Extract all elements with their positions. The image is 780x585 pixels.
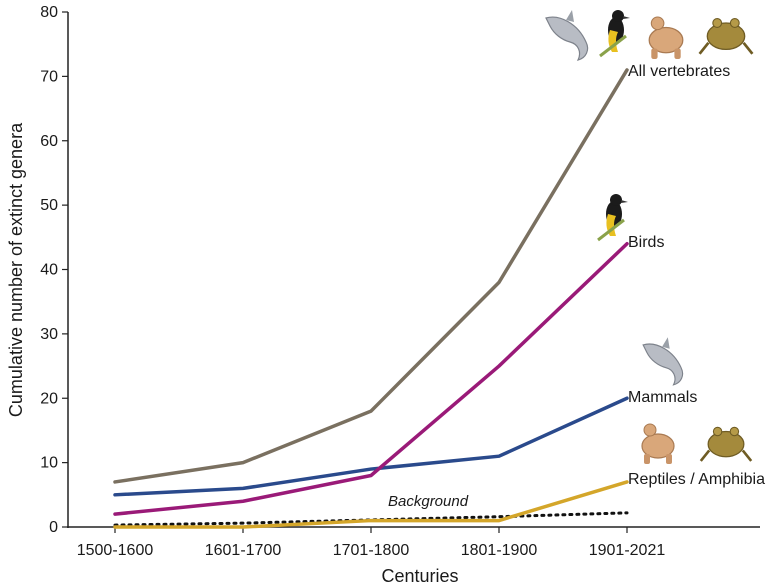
axes: 0 10 20 30 40 50 60 70 80 1500-1600 1601-1700 1701-…: [6, 4, 760, 585]
y-tick-label: 40: [40, 262, 58, 279]
plot-marks: Background All vertebrates Birds Mammals Rep…: [113, 63, 765, 529]
tortoise-leg: [674, 48, 681, 59]
frog-eye: [712, 18, 723, 28]
frog-icon: [698, 18, 754, 55]
bird-branch: [599, 34, 627, 58]
bird-beak: [621, 200, 628, 203]
y-tick-label: 70: [40, 68, 58, 85]
frog-body: [706, 22, 746, 51]
x-tick-label: 1601-1700: [205, 542, 282, 559]
tortoise-leg: [666, 454, 672, 464]
dolphin-body: [545, 16, 589, 61]
tortoise-shell: [648, 26, 684, 54]
frog-legs: [698, 41, 754, 55]
frog-legs: [699, 449, 753, 462]
dolphin-fin: [566, 10, 574, 22]
background-line: [113, 511, 629, 527]
dolphin-body: [642, 343, 684, 386]
y-tick-label: 0: [49, 519, 58, 536]
bird-head: [612, 10, 624, 22]
dolphin-icon: [545, 10, 589, 61]
y-tick-label: 60: [40, 133, 58, 150]
bird-icon: [597, 194, 628, 242]
frog-eye: [712, 426, 723, 437]
tortoise-leg: [651, 48, 658, 59]
series-label-0: All vertebrates: [628, 63, 730, 80]
y-tick-label: 50: [40, 197, 58, 214]
series-line-0: [113, 68, 629, 484]
y-tick-label: 20: [40, 390, 58, 407]
y-tick-label: 30: [40, 326, 58, 343]
tortoise-icon: [641, 423, 675, 464]
x-tick-label: 1801-1900: [461, 542, 538, 559]
series-label-2: Mammals: [628, 389, 697, 406]
bird-icon: [599, 10, 630, 58]
frog-eye: [729, 426, 740, 437]
tortoise-icon: [648, 16, 684, 59]
bird-branch: [597, 218, 625, 242]
series-label-3: Reptiles / Amphibia: [628, 471, 765, 488]
series-line-2: [113, 396, 629, 497]
y-tick-label: 80: [40, 4, 58, 21]
x-tick-label: 1701-1800: [333, 542, 410, 559]
y-axis-title: Cumulative number of extinct genera: [6, 122, 26, 417]
series-line-1: [113, 242, 629, 516]
y-tick-label: 10: [40, 455, 58, 472]
x-tick-label: 1500-1600: [77, 542, 154, 559]
bird-head: [610, 194, 622, 206]
tortoise-leg: [644, 454, 650, 464]
animal-icons: [545, 10, 754, 464]
series-label-1: Birds: [628, 234, 664, 251]
background-label: Background: [388, 493, 469, 510]
bird-beak: [623, 16, 630, 19]
series-line-3: [113, 480, 629, 529]
tortoise-head: [650, 16, 665, 31]
x-axis-title: Centuries: [381, 566, 458, 585]
tortoise-head: [643, 423, 657, 437]
frog-eye: [729, 18, 740, 28]
frog-body: [707, 430, 745, 458]
dolphin-fin: [662, 337, 670, 349]
x-tick-label: 1901-2021: [589, 542, 666, 559]
tortoise-shell: [641, 433, 675, 459]
frog-icon: [699, 426, 753, 462]
dolphin-icon: [642, 337, 684, 386]
